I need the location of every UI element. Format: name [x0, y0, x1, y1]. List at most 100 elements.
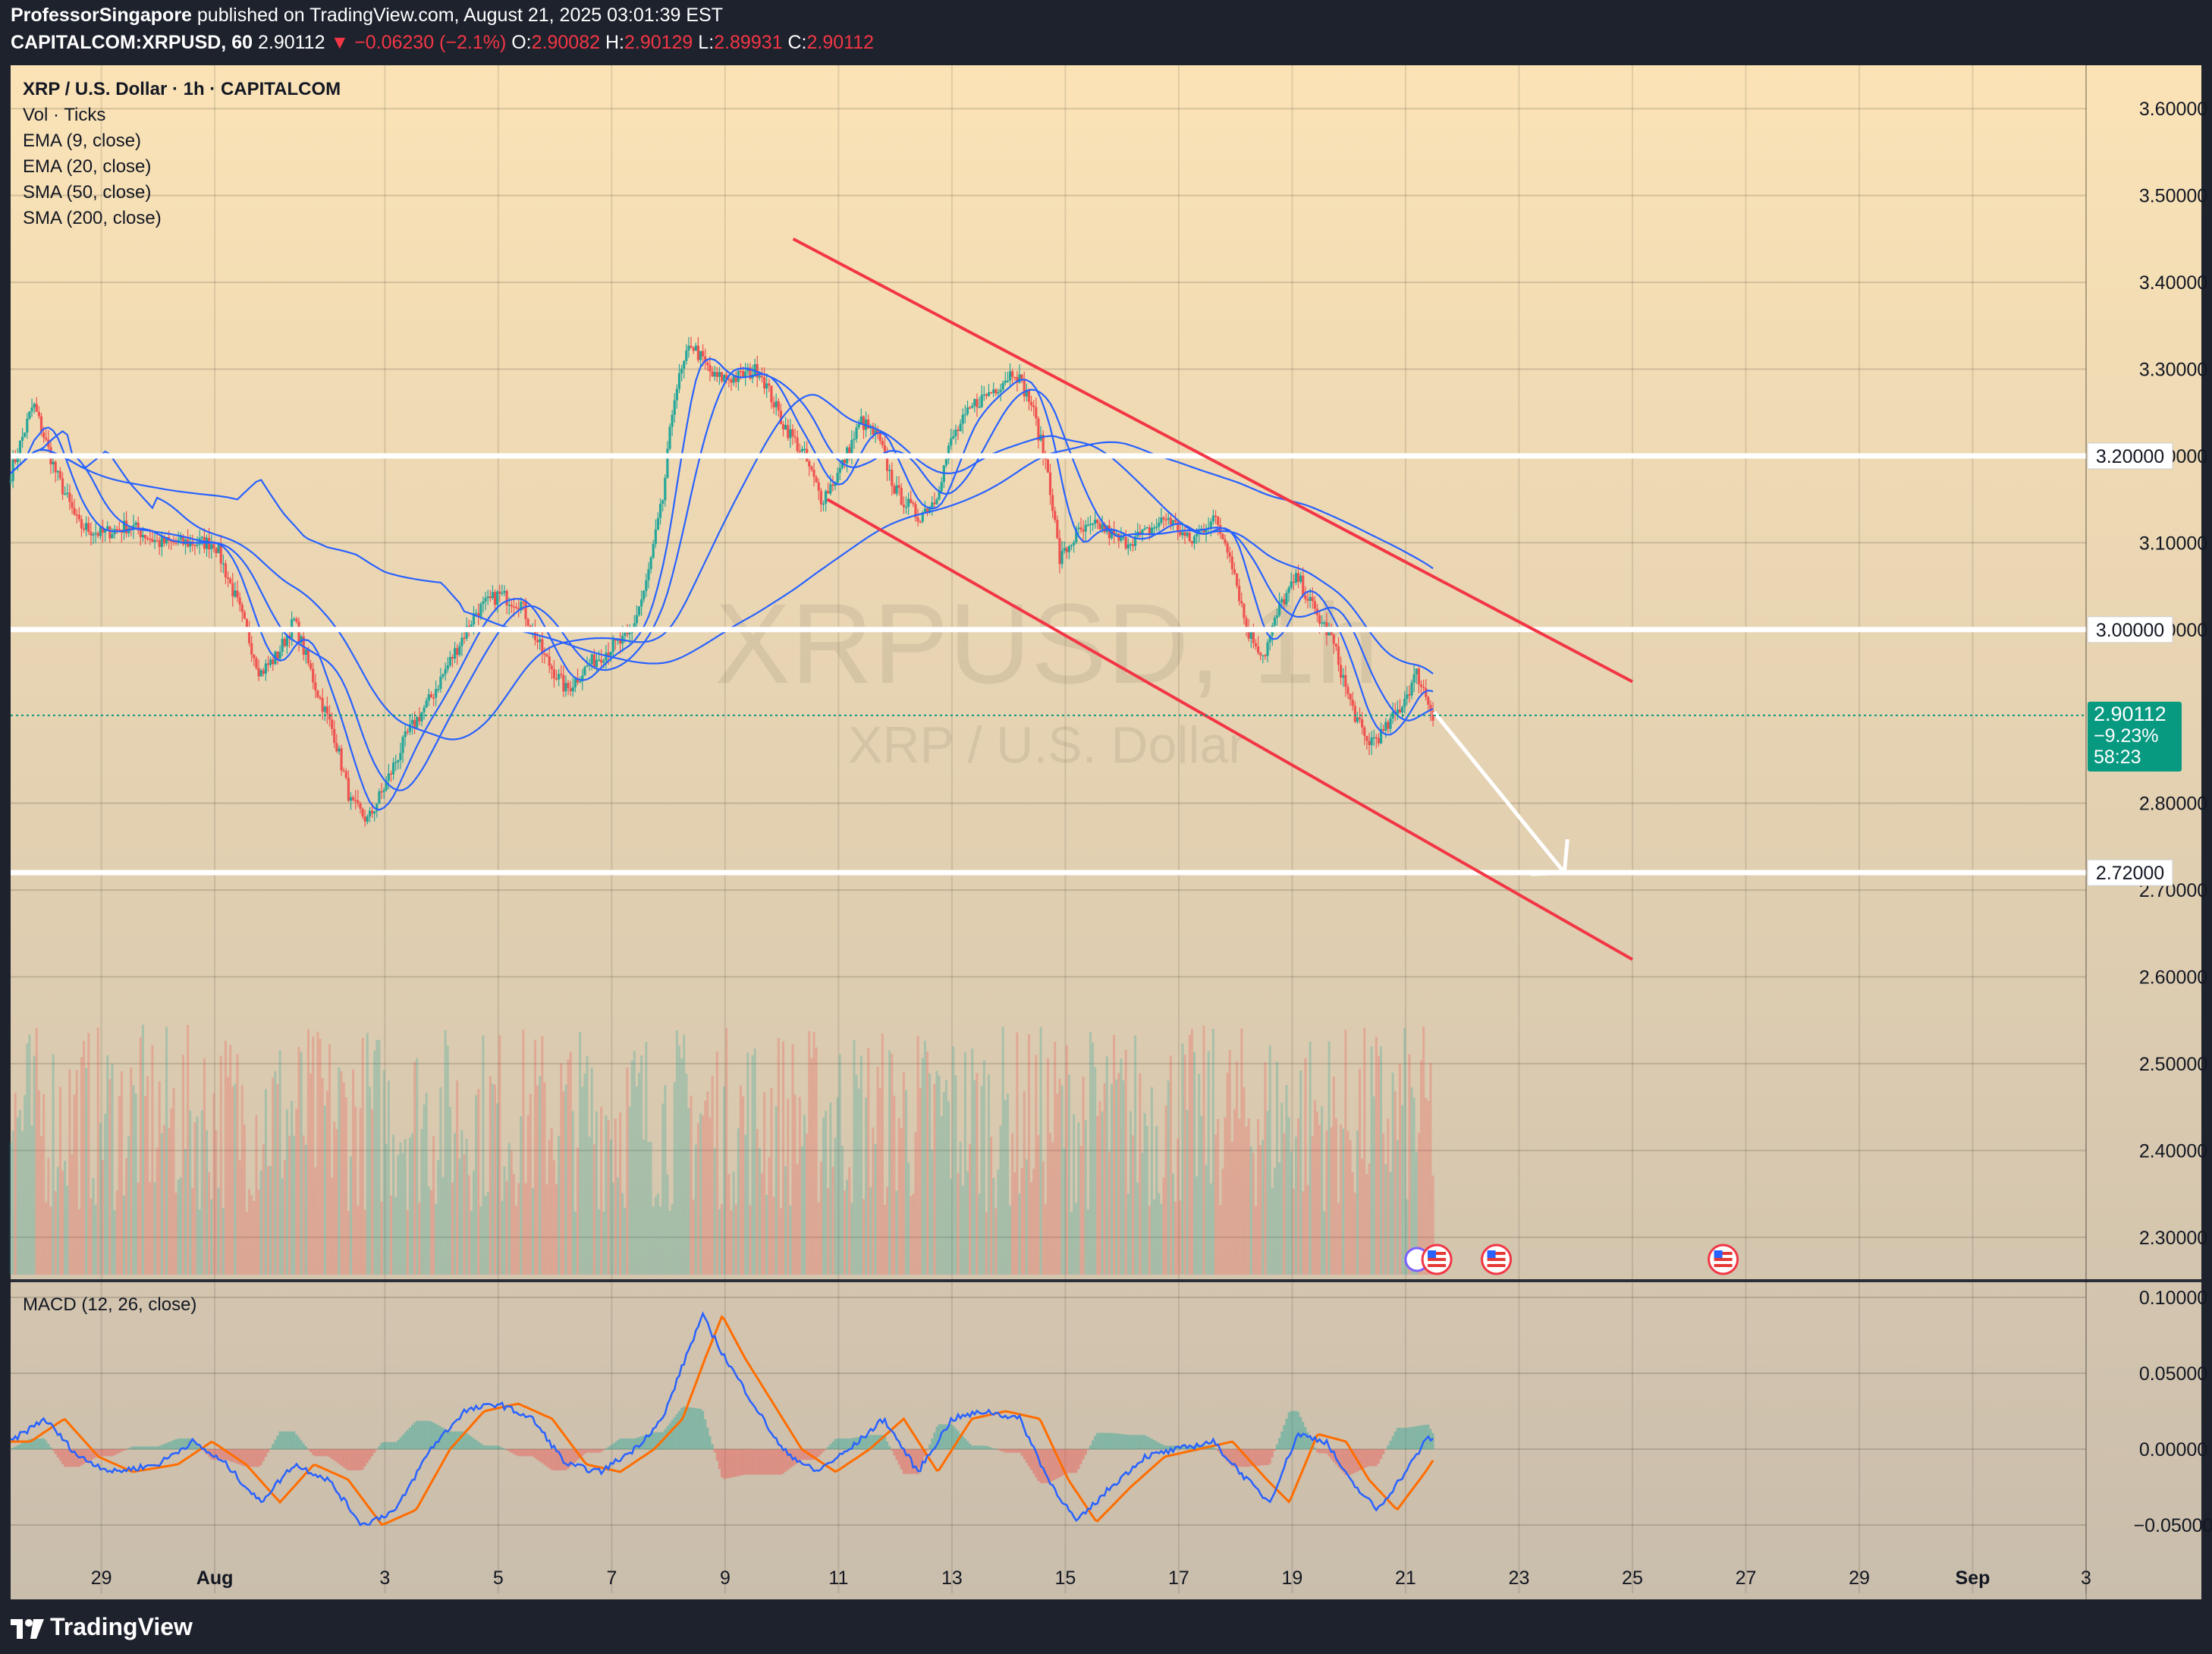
volume-bar	[1238, 1118, 1241, 1275]
macd-histogram-bar	[592, 1449, 595, 1453]
descending-channel[interactable]	[792, 237, 1633, 961]
volume-bar	[172, 1087, 175, 1275]
volume-bar	[458, 1159, 461, 1275]
volume-bar	[168, 1127, 171, 1275]
volume-bar	[1082, 1077, 1085, 1275]
candle-body	[61, 478, 64, 495]
time-axis[interactable]: 29 Aug 3 5 7 9 11 13 15 17 19 21 23 25 27 29 Sep 3	[91, 1568, 2091, 1589]
economic-events[interactable]	[1404, 1244, 1739, 1275]
macd-histogram-bar	[1321, 1449, 1324, 1454]
legend-macd[interactable]: MACD (12, 26, close)	[23, 1294, 197, 1315]
macd-histogram-bar	[796, 1449, 799, 1464]
macd-histogram-bar	[323, 1449, 326, 1457]
volume-bar	[1158, 1193, 1161, 1275]
candle-body	[931, 502, 934, 508]
volume-bar	[592, 1144, 595, 1275]
macd-histogram-bar	[690, 1407, 693, 1449]
macd-histogram-bar	[172, 1440, 175, 1449]
candle-body	[787, 425, 790, 439]
candle-body	[1245, 618, 1248, 628]
volume-bar	[1101, 1111, 1104, 1275]
publisher-name[interactable]: ProfessorSingapore	[11, 5, 192, 26]
volume-bar	[723, 1086, 726, 1275]
macd-histogram-bar	[739, 1449, 742, 1476]
tradingview-logo[interactable]: TradingView	[11, 1613, 193, 1641]
candle-body	[1262, 655, 1265, 656]
volume-bar	[73, 1094, 76, 1275]
macd-histogram-bar	[931, 1439, 934, 1449]
volume-bar	[156, 1147, 159, 1275]
volume-bar	[1236, 1061, 1239, 1275]
volume-bar	[212, 1093, 215, 1275]
candle-body	[812, 470, 815, 477]
volume-bar	[259, 1170, 262, 1275]
volume-bar	[222, 1208, 225, 1275]
volume-bar	[463, 1154, 466, 1275]
legend-ema20[interactable]: EMA (20, close)	[23, 156, 152, 177]
candle-body	[1422, 687, 1425, 688]
macd-histogram-bar	[454, 1431, 457, 1449]
volume-bar	[437, 1160, 440, 1275]
candle-body	[1264, 655, 1267, 656]
volume-bar	[1205, 1165, 1208, 1275]
candle-body	[503, 590, 506, 593]
candle-body	[709, 365, 712, 372]
volume-bar	[470, 1210, 473, 1275]
candle-body	[1389, 718, 1392, 729]
volume-bar	[961, 1185, 964, 1275]
candle-body	[940, 482, 943, 492]
candle-body	[1209, 521, 1212, 528]
volume-bar	[1148, 1205, 1151, 1275]
candle-body	[1323, 622, 1326, 624]
legend-volume[interactable]: Vol · Ticks	[23, 105, 106, 125]
macd-histogram-bar	[531, 1449, 534, 1457]
volume-bar	[605, 1115, 608, 1275]
volume-bar	[236, 1054, 239, 1275]
macd-histogram-bar	[319, 1449, 322, 1457]
projection-arrow[interactable]	[1432, 710, 1569, 876]
volume-bar	[808, 1031, 811, 1275]
macd-histogram-bar	[533, 1449, 536, 1458]
macd-histogram-bar	[834, 1439, 837, 1449]
legend-title[interactable]: XRP / U.S. Dollar · 1h · CAPITALCOM	[23, 79, 341, 99]
macd-histogram-bar	[87, 1449, 90, 1462]
volume-bar	[404, 1139, 407, 1275]
support-resistance-levels[interactable]	[11, 453, 2086, 876]
volume-bar	[49, 1206, 52, 1275]
macd-histogram-bar	[1309, 1437, 1312, 1449]
macd-histogram-bar	[264, 1449, 267, 1457]
candle-body	[777, 401, 780, 411]
volume-bar	[1389, 1171, 1392, 1275]
candle-body	[103, 529, 107, 533]
flag-stripe	[1714, 1252, 1733, 1255]
macd-histogram-bar	[257, 1449, 260, 1467]
macd-histogram-bar	[1044, 1449, 1047, 1483]
volume-bar	[1094, 1067, 1097, 1275]
open-value: 2.90082	[531, 32, 601, 53]
candle-body	[872, 426, 875, 435]
macd-histogram-bar	[16, 1445, 19, 1449]
volume-bar	[1108, 1151, 1111, 1275]
candle-body	[843, 459, 847, 464]
macd-histogram-bar	[1086, 1449, 1089, 1451]
candle-body	[90, 531, 93, 536]
legend-sma50[interactable]: SMA (50, close)	[23, 182, 152, 203]
price-axis[interactable]: 3.600003.500003.400003.300003.200003.100…	[2085, 65, 2207, 1599]
candle-body	[1318, 615, 1321, 624]
volume-bar	[914, 1132, 917, 1275]
legend-sma200[interactable]: SMA (200, close)	[23, 208, 162, 228]
legend-ema9[interactable]: EMA (9, close)	[23, 130, 142, 151]
volume-bar	[151, 1045, 154, 1275]
volume-bar	[789, 1206, 792, 1275]
candle-body	[212, 544, 215, 549]
volume-bar	[1403, 1028, 1406, 1275]
macd-histogram-bar	[1162, 1445, 1165, 1449]
candle-body	[344, 771, 347, 778]
volume-bar	[1283, 1133, 1286, 1275]
volume-bar	[1299, 1070, 1302, 1275]
volume-bar	[881, 1033, 884, 1275]
macd-histogram-bar	[1254, 1449, 1257, 1467]
volume-bar	[30, 1125, 33, 1275]
